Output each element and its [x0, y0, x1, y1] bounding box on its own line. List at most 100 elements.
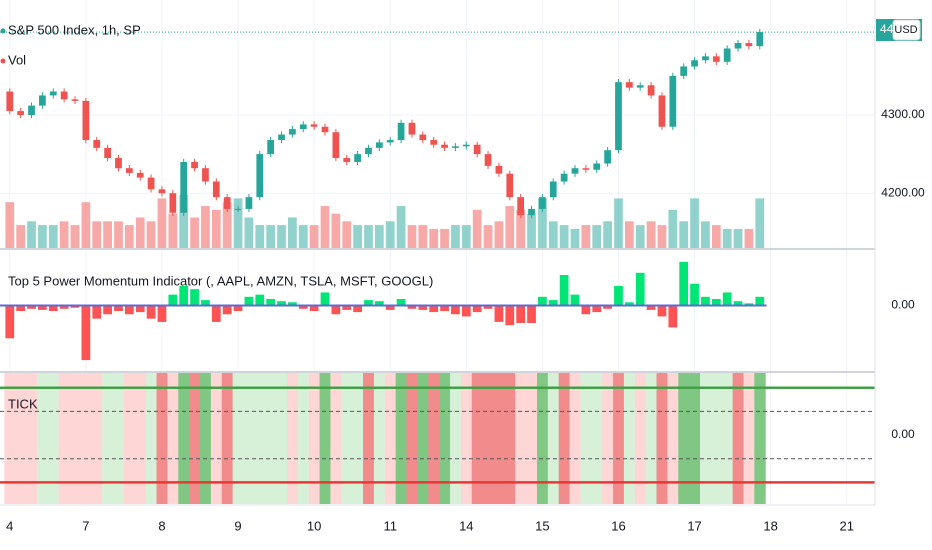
candle-body — [397, 122, 405, 141]
candle-body — [82, 100, 90, 141]
momentum-bar — [733, 301, 743, 306]
tick-band — [102, 373, 114, 504]
volume-bar — [690, 198, 699, 248]
momentum-bar — [592, 305, 602, 313]
momentum-bar — [505, 305, 515, 326]
momentum-bar — [755, 296, 765, 306]
tick-band — [210, 373, 223, 504]
tick-band — [743, 373, 755, 504]
y-tick-label: 0.00 — [891, 427, 915, 441]
volume-bar — [538, 198, 547, 248]
tick-band — [471, 373, 484, 504]
momentum-bar — [244, 296, 254, 306]
volume-bar — [603, 221, 612, 248]
momentum-bar — [309, 305, 319, 311]
tick-band — [710, 373, 723, 504]
momentum-bar — [657, 305, 667, 317]
tick-band — [319, 373, 331, 504]
candle-body — [473, 144, 481, 155]
candle-body — [452, 146, 459, 148]
candle-body — [104, 147, 111, 159]
momentum-bar — [538, 296, 547, 306]
candle-body — [17, 111, 25, 116]
tick-band — [232, 373, 244, 504]
momentum-bar — [374, 301, 384, 306]
momentum-bar — [527, 305, 536, 323]
tick-band — [145, 373, 158, 504]
status-dot — [0, 28, 6, 34]
tick-band — [547, 373, 560, 504]
candle-body — [669, 75, 677, 127]
tick-title: TICK — [8, 396, 38, 411]
tick-band — [667, 373, 679, 504]
volume-bar — [418, 225, 428, 248]
tick-band — [156, 373, 168, 504]
candle-body — [702, 56, 709, 61]
momentum-bar — [472, 305, 482, 313]
volume-bar — [657, 225, 667, 248]
currency-label[interactable]: USD — [894, 24, 917, 36]
tick-band — [373, 373, 386, 504]
tick-band — [167, 373, 179, 504]
chart-title: S&P 500 Index, 1h, SP — [8, 22, 141, 37]
volume-bar — [668, 209, 678, 248]
momentum-bar — [201, 300, 210, 306]
candle-body — [147, 177, 155, 190]
x-tick-label: 17 — [687, 518, 701, 533]
momentum-bar — [190, 289, 199, 306]
momentum-bar — [146, 305, 156, 319]
momentum-bar — [385, 305, 395, 310]
tick-band — [178, 373, 190, 504]
volume-bar — [711, 225, 721, 248]
volume-bar — [277, 225, 286, 248]
tick-band — [134, 373, 147, 504]
momentum-bar — [548, 300, 558, 306]
tick-band — [732, 373, 744, 504]
volume-bar — [16, 225, 26, 248]
volume-bar — [255, 225, 265, 248]
volume-bar — [353, 225, 362, 248]
tick-band — [384, 373, 397, 504]
volume-bar — [135, 217, 145, 248]
volume-bar — [190, 217, 199, 248]
tick-band — [602, 373, 614, 504]
tick-band — [200, 373, 212, 504]
momentum-bar — [614, 285, 623, 306]
candle-body — [115, 158, 122, 169]
volume-bar — [5, 202, 15, 248]
volume-bar — [472, 209, 482, 248]
tick-band — [482, 373, 494, 504]
candle-body — [256, 154, 264, 198]
candle-body — [756, 32, 764, 47]
momentum-bar — [59, 305, 69, 309]
candle-body — [180, 161, 188, 213]
volume-bar — [146, 221, 156, 248]
candle-body — [571, 168, 579, 174]
volume-bar — [581, 225, 591, 248]
tick-band — [276, 373, 288, 504]
tick-band — [91, 373, 103, 504]
momentum-bar — [5, 305, 15, 339]
currency-button[interactable] — [892, 19, 921, 41]
candle-body — [408, 122, 416, 135]
momentum-bar — [646, 305, 656, 310]
tick-band — [515, 373, 527, 504]
volume-bar — [679, 221, 689, 248]
tick-band — [26, 373, 38, 504]
tick-band — [286, 373, 299, 504]
candle-body — [495, 165, 503, 174]
momentum-bar — [451, 305, 460, 315]
candle-body — [517, 197, 525, 216]
tick-band — [623, 373, 636, 504]
tick-band — [645, 373, 658, 504]
volume-bar — [429, 228, 439, 248]
tick-band — [80, 373, 92, 504]
momentum-bar — [690, 283, 699, 306]
candle-body — [299, 124, 307, 130]
candle-body — [549, 181, 557, 198]
candle-body — [310, 124, 318, 127]
volume-bar — [733, 228, 743, 248]
momentum-bar — [179, 285, 189, 306]
candle-body — [593, 163, 601, 170]
